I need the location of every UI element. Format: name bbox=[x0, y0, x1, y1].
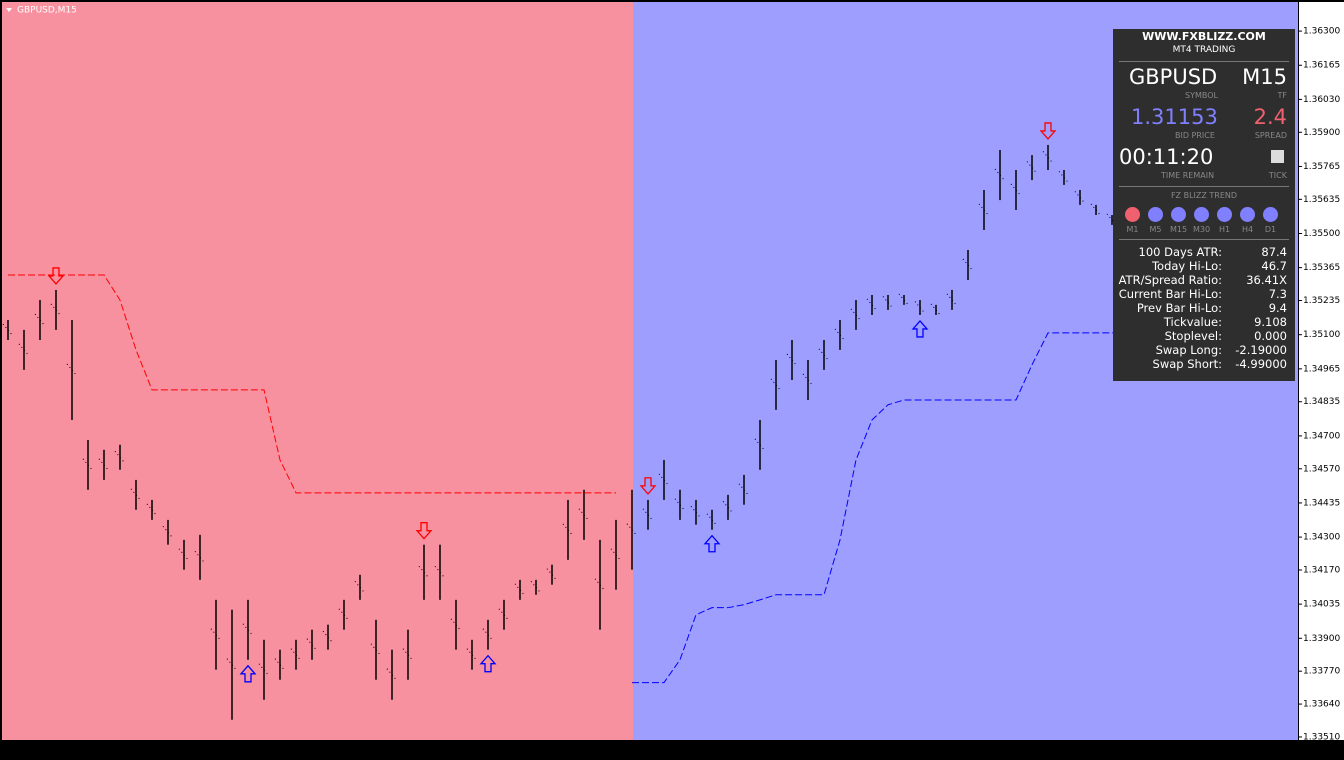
info-panel: WWW.FXBLIZZ.COM MT4 TRADING GBPUSD M15 S… bbox=[1113, 29, 1295, 381]
stat-label: ATR/Spread Ratio: bbox=[1118, 273, 1222, 287]
price-axis bbox=[1299, 2, 1344, 740]
trend-label: M5 bbox=[1149, 225, 1162, 234]
stop-line bbox=[632, 332, 1128, 684]
signal-arrow bbox=[415, 522, 433, 540]
trend-dot bbox=[1171, 207, 1186, 222]
trend-label: H4 bbox=[1241, 225, 1254, 234]
caption: TIME REMAIN bbox=[1161, 171, 1215, 180]
signal-arrow bbox=[1039, 122, 1057, 140]
y-tick-label: 1.36300 bbox=[1303, 27, 1340, 37]
stat-value: -4.99000 bbox=[1235, 357, 1287, 371]
stat-value: -2.19000 bbox=[1235, 343, 1287, 357]
trend-dot bbox=[1194, 207, 1209, 222]
divider bbox=[1119, 186, 1289, 187]
zone bbox=[2, 2, 633, 740]
stat-value: 46.7 bbox=[1261, 259, 1287, 273]
signal-arrow bbox=[239, 664, 257, 683]
timeframe: M15 bbox=[1242, 65, 1287, 89]
stat-label: Tickvalue: bbox=[1163, 315, 1222, 329]
signal-arrow bbox=[703, 534, 721, 553]
y-tick-label: 1.33770 bbox=[1303, 667, 1340, 677]
y-tick-label: 1.34570 bbox=[1303, 464, 1340, 474]
trend-label: M15 bbox=[1169, 225, 1188, 234]
y-tick-label: 1.34700 bbox=[1303, 431, 1340, 441]
stat-value: 0.000 bbox=[1254, 329, 1287, 343]
trend-title: FZ BLIZZ TREND bbox=[1170, 191, 1238, 200]
divider bbox=[1119, 61, 1289, 62]
stop-line bbox=[8, 274, 616, 494]
menu-triangle[interactable] bbox=[6, 8, 12, 12]
stat-value: 7.3 bbox=[1268, 287, 1287, 301]
trend-label: M1 bbox=[1126, 225, 1139, 234]
stat-label: Prev Bar Hi-Lo: bbox=[1136, 301, 1222, 315]
trend-dot bbox=[1148, 207, 1163, 222]
trend-label: H1 bbox=[1218, 225, 1231, 234]
y-tick-label: 1.34435 bbox=[1303, 498, 1340, 508]
trend-dot bbox=[1217, 207, 1232, 222]
trend-label: M30 bbox=[1192, 225, 1211, 234]
signal-arrow bbox=[639, 477, 657, 495]
stat-value: 87.4 bbox=[1261, 245, 1287, 259]
y-tick-label: 1.36030 bbox=[1303, 95, 1340, 105]
trend-dot bbox=[1125, 207, 1140, 222]
tick-icon bbox=[1271, 150, 1284, 163]
spread: 2.4 bbox=[1253, 105, 1287, 129]
y-tick-label: 1.35500 bbox=[1303, 229, 1340, 239]
y-tick-label: 1.33640 bbox=[1303, 700, 1340, 710]
caption: SPREAD bbox=[1254, 131, 1287, 140]
site: WWW.FXBLIZZ.COM bbox=[1142, 30, 1266, 43]
time: 00:11:20 bbox=[1119, 145, 1214, 169]
y-tick-label: 1.35365 bbox=[1303, 263, 1340, 273]
stat-label: Current Bar Hi-Lo: bbox=[1118, 287, 1222, 301]
y-tick-label: 1.34170 bbox=[1303, 565, 1340, 575]
signal-arrow bbox=[47, 267, 65, 285]
caption: BID PRICE bbox=[1175, 131, 1215, 140]
y-tick-label: 1.35635 bbox=[1303, 195, 1340, 205]
signal-arrow bbox=[911, 319, 929, 338]
stat-label: Swap Long: bbox=[1155, 343, 1222, 357]
divider bbox=[1119, 239, 1289, 240]
trend-label: D1 bbox=[1264, 225, 1277, 234]
y-tick-label: 1.35900 bbox=[1303, 128, 1340, 138]
y-tick-label: 1.33900 bbox=[1303, 634, 1340, 644]
stat-label: 100 Days ATR: bbox=[1138, 245, 1222, 259]
stat-value: 36.41X bbox=[1246, 273, 1287, 287]
stat-value: 9.108 bbox=[1254, 315, 1287, 329]
symbol: GBPUSD bbox=[1129, 65, 1218, 89]
stats: 100 Days ATR: 87.4 Today Hi-Lo: 46.7 ATR/Spr… bbox=[1113, 245, 1295, 375]
y-tick-label: 1.34835 bbox=[1303, 397, 1340, 407]
y-tick-label: 1.34965 bbox=[1303, 364, 1340, 374]
caption: SYMBOL bbox=[1185, 91, 1218, 100]
signal-arrow bbox=[479, 654, 497, 673]
stat-label: Swap Short: bbox=[1152, 357, 1222, 371]
y-tick-label: 1.35100 bbox=[1303, 330, 1340, 340]
y-tick-label: 1.35235 bbox=[1303, 296, 1340, 306]
symbol-label: GBPUSD,M15 bbox=[17, 6, 77, 16]
y-tick-label: 1.36165 bbox=[1303, 61, 1340, 71]
stat-label: Stoplevel: bbox=[1164, 329, 1222, 343]
y-tick-label: 1.33510 bbox=[1303, 732, 1340, 742]
bid: 1.31153 bbox=[1131, 105, 1218, 129]
subtitle: MT4 TRADING bbox=[1172, 45, 1236, 55]
caption: TICK bbox=[1268, 171, 1287, 180]
y-tick-label: 1.34300 bbox=[1303, 533, 1340, 543]
caption: TF bbox=[1277, 91, 1288, 100]
stat-value: 9.4 bbox=[1268, 301, 1287, 315]
trend-row: M1 M5 M15 M30 H1 H4 D1 bbox=[1113, 205, 1295, 235]
trend-dot bbox=[1263, 207, 1278, 222]
y-tick-label: 1.34035 bbox=[1303, 600, 1340, 610]
trend-dot bbox=[1240, 207, 1255, 222]
y-tick-label: 1.35765 bbox=[1303, 162, 1340, 172]
stat-label: Today Hi-Lo: bbox=[1151, 259, 1222, 273]
